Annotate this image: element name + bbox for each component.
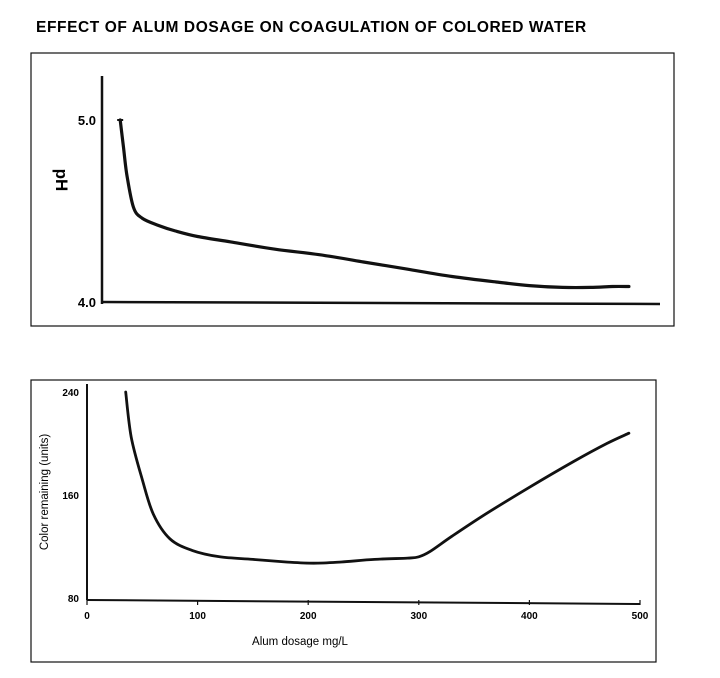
ph-data-point — [274, 248, 276, 250]
ph-data-point — [318, 253, 321, 256]
color-x-axis-label: Alum dosage mg/L — [252, 636, 348, 648]
color-x-tick-label: 100 — [189, 611, 206, 622]
color-data-point — [451, 535, 453, 537]
ph-data-point — [528, 284, 531, 287]
color-data-point — [429, 550, 431, 553]
color-data-point — [169, 538, 171, 540]
color-data-point — [373, 558, 376, 561]
color-data-point — [312, 562, 315, 564]
color-x-ticks: 0 100 200 300 400 500 — [84, 600, 649, 622]
color-data-point — [340, 561, 343, 563]
color-x-tick-label: 200 — [300, 611, 317, 622]
ph-series-points — [117, 119, 630, 289]
color-chart-frame — [30, 379, 657, 663]
ph-data-point — [589, 286, 591, 289]
ph-x-axis — [101, 300, 661, 306]
color-data-point — [218, 556, 221, 558]
ph-data-point — [406, 268, 409, 271]
color-data-point — [484, 513, 487, 516]
ph-data-point — [158, 224, 160, 227]
ph-y-ticks: 5.0 4.0 — [78, 113, 96, 310]
color-data-point — [252, 558, 254, 561]
color-data-point — [406, 557, 409, 559]
color-y-tick-label: 80 — [68, 594, 80, 605]
color-data-point — [130, 436, 132, 438]
color-data-point — [191, 549, 193, 552]
ph-chart-frame — [30, 52, 675, 327]
color-data-point — [572, 460, 575, 463]
color-x-axis — [86, 599, 641, 605]
ph-data-point — [611, 285, 614, 288]
color-x-tick-label: 0 — [84, 611, 90, 622]
ph-data-point — [196, 235, 199, 238]
color-data-point — [628, 432, 630, 435]
ph-data-point — [362, 261, 365, 263]
color-data-point — [285, 561, 287, 563]
color-y-tick-label: 160 — [62, 491, 79, 502]
ph-data-point — [495, 281, 498, 283]
color-x-tick-label: 300 — [410, 611, 427, 622]
ph-data-point — [126, 173, 128, 176]
color-x-tick-label: 400 — [521, 611, 538, 622]
ph-data-point — [561, 286, 564, 289]
ph-data-point — [451, 275, 453, 278]
color-data-point — [141, 478, 144, 481]
ph-y-axis-label: pH — [52, 169, 71, 192]
color-x-tick-label: 500 — [632, 611, 649, 622]
ph-data-point — [628, 285, 630, 288]
ph-series-line — [118, 118, 631, 290]
color-y-tick-label: 240 — [62, 388, 79, 399]
color-data-point — [124, 391, 127, 393]
color-series-line — [124, 390, 631, 565]
color-y-axis-label: Color remaining (units) — [39, 434, 51, 550]
color-data-point — [418, 556, 420, 558]
color-y-ticks: 240 160 80 — [62, 388, 79, 605]
color-data-point — [606, 442, 608, 445]
ph-data-point — [132, 206, 135, 209]
ph-y-tick-label: 5.0 — [78, 113, 96, 128]
color-chart-panel: 240 160 80 0 100 200 300 400 500 Alum dosage mg… — [30, 379, 657, 663]
color-data-point — [528, 486, 531, 489]
ph-chart-panel: 5.0 4.0 pH — [30, 52, 675, 327]
figure-title: EFFECT OF ALUM DOSAGE ON COAGULATION OF … — [36, 19, 587, 36]
ph-data-point — [141, 217, 144, 220]
color-data-point — [152, 513, 155, 516]
ph-data-point — [122, 146, 125, 149]
ph-data-point — [230, 241, 232, 243]
ph-y-tick-label: 4.0 — [78, 295, 96, 310]
color-series-points — [124, 391, 630, 564]
ph-data-point — [174, 230, 177, 232]
